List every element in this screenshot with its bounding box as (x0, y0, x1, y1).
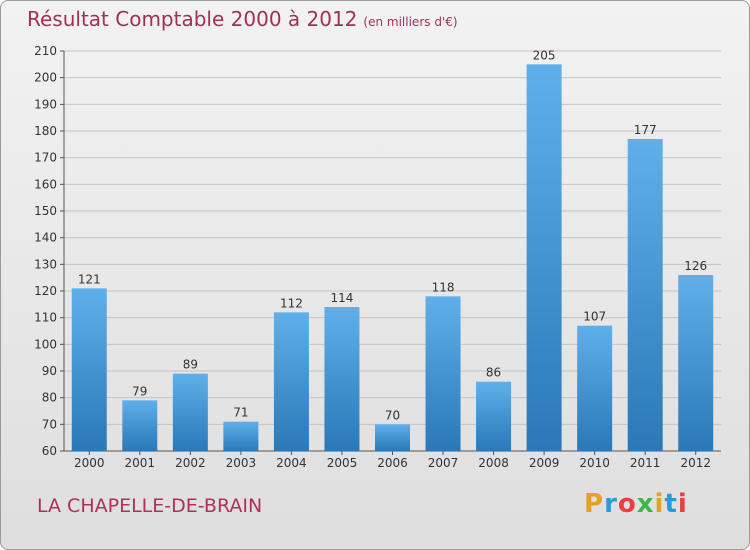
y-tick-label: 140 (34, 231, 57, 245)
bar-value-label: 114 (331, 291, 354, 305)
y-tick-label: 190 (34, 97, 57, 111)
x-tick-label: 2009 (529, 456, 560, 470)
chart-title-text: Résultat Comptable 2000 à 2012 (27, 7, 358, 31)
bar-value-label: 177 (634, 123, 657, 137)
x-tick-label: 2002 (175, 456, 206, 470)
x-tick-label: 2004 (276, 456, 307, 470)
y-tick-label: 130 (34, 257, 57, 271)
bar (223, 421, 259, 451)
chart-unit: (en milliers d'€) (363, 15, 458, 29)
bar-value-label: 112 (280, 296, 303, 310)
bar-value-label: 121 (78, 272, 101, 286)
x-tick-label: 2007 (428, 456, 459, 470)
logo-letter: i (654, 489, 665, 519)
x-tick-label: 2008 (478, 456, 509, 470)
bar-value-label: 79 (132, 384, 147, 398)
y-tick-label: 70 (42, 417, 57, 431)
x-tick-label: 2006 (377, 456, 408, 470)
y-tick-label: 60 (42, 444, 57, 458)
x-tick-label: 2001 (125, 456, 156, 470)
x-tick-label: 2011 (630, 456, 661, 470)
logo-letter: i (677, 489, 688, 519)
bar (678, 275, 714, 451)
logo-letter: r (604, 489, 618, 519)
bar (324, 307, 360, 451)
x-tick-label: 2010 (579, 456, 610, 470)
bar-value-label: 89 (183, 358, 198, 372)
x-tick-label: 2005 (327, 456, 358, 470)
bar (71, 288, 107, 451)
bar (526, 64, 562, 452)
y-tick-label: 180 (34, 124, 57, 138)
x-tick-label: 2012 (680, 456, 711, 470)
bar (273, 312, 309, 451)
chart-title: Résultat Comptable 2000 à 2012 (en millie… (27, 7, 458, 31)
y-tick-label: 120 (34, 284, 57, 298)
y-tick-label: 90 (42, 364, 57, 378)
bar (476, 381, 512, 451)
bar (122, 400, 158, 451)
bar-value-label: 205 (533, 48, 556, 62)
bar (425, 296, 461, 451)
y-tick-label: 170 (34, 151, 57, 165)
bar (627, 139, 663, 451)
y-tick-label: 160 (34, 177, 57, 191)
bar-value-label: 70 (385, 408, 400, 422)
bar-value-label: 118 (432, 280, 455, 294)
x-tick-label: 2000 (74, 456, 105, 470)
y-tick-label: 110 (34, 311, 57, 325)
y-tick-label: 210 (34, 44, 57, 58)
bar-value-label: 86 (486, 366, 501, 380)
y-tick-label: 200 (34, 71, 57, 85)
logo-letter: P (584, 489, 605, 519)
logo-letter: t (664, 489, 678, 519)
logo-letter: x (636, 489, 655, 519)
y-tick-label: 100 (34, 337, 57, 351)
bar (577, 325, 613, 451)
bar (172, 373, 208, 451)
proxiti-logo: Proxiti (584, 489, 688, 519)
commune-name: LA CHAPELLE-DE-BRAIN (37, 495, 263, 517)
bar-value-label: 107 (583, 310, 606, 324)
logo-letter: o (617, 489, 637, 519)
bar (375, 424, 410, 451)
bar-value-label: 71 (233, 406, 248, 420)
y-tick-label: 80 (42, 391, 57, 405)
bar-value-label: 126 (684, 259, 707, 273)
y-tick-label: 150 (34, 204, 57, 218)
x-tick-label: 2003 (226, 456, 257, 470)
